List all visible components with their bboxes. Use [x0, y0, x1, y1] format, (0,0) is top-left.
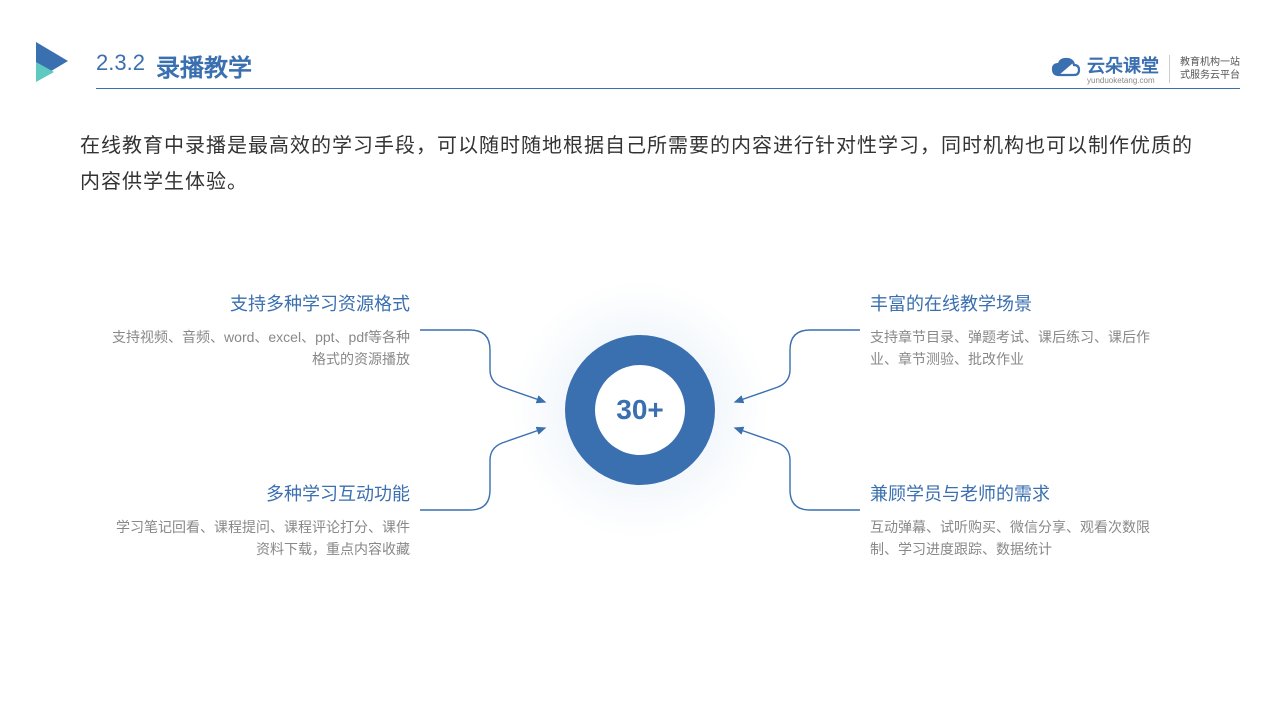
- section-title: 录播教学: [156, 48, 252, 83]
- header-underline: [96, 88, 1240, 89]
- slide-header: 2.3.2 录播教学 云朵课堂 yunduoketang.com 教育机构一站 …: [0, 30, 1280, 90]
- feature-desc: 支持章节目录、弹题考试、课后练习、课后作业、章节测验、批改作业: [870, 326, 1170, 371]
- center-inner: 30+: [595, 365, 685, 455]
- feature-top-right: 丰富的在线教学场景 支持章节目录、弹题考试、课后练习、课后作业、章节测验、批改作…: [870, 290, 1170, 371]
- logo-domain-text: yunduoketang.com: [1087, 76, 1159, 85]
- feature-desc: 互动弹幕、试听购买、微信分享、观看次数限制、学习进度跟踪、数据统计: [870, 516, 1170, 561]
- feature-title: 支持多种学习资源格式: [110, 290, 410, 316]
- tagline-line1: 教育机构一站: [1180, 56, 1240, 69]
- logo-brand-text: 云朵课堂: [1087, 52, 1159, 78]
- feature-bottom-left: 多种学习互动功能 学习笔记回看、课程提问、课程评论打分、课件资料下载，重点内容收…: [110, 480, 410, 561]
- intro-paragraph: 在线教育中录播是最高效的学习手段，可以随时随地根据自己所需要的内容进行针对性学习…: [80, 128, 1200, 200]
- feature-diagram: 30+ 支持多种学习资源格式 支持视频、音频、word、excel、ppt、pd…: [0, 260, 1280, 640]
- feature-desc: 支持视频、音频、word、excel、ppt、pdf等各种格式的资源播放: [110, 326, 410, 371]
- feature-bottom-right: 兼顾学员与老师的需求 互动弹幕、试听购买、微信分享、观看次数限制、学习进度跟踪、…: [870, 480, 1170, 561]
- tagline-line2: 式服务云平台: [1180, 69, 1240, 82]
- feature-title: 兼顾学员与老师的需求: [870, 480, 1170, 506]
- logo-tagline: 教育机构一站 式服务云平台: [1180, 56, 1240, 82]
- cloud-icon: [1051, 57, 1081, 81]
- section-number: 2.3.2: [96, 50, 145, 76]
- feature-title: 丰富的在线教学场景: [870, 290, 1170, 316]
- play-icon: [32, 40, 74, 87]
- logo-divider: [1169, 55, 1170, 83]
- center-label: 30+: [616, 394, 664, 426]
- feature-desc: 学习笔记回看、课程提问、课程评论打分、课件资料下载，重点内容收藏: [110, 516, 410, 561]
- brand-logo: 云朵课堂 yunduoketang.com 教育机构一站 式服务云平台: [1051, 52, 1240, 85]
- feature-top-left: 支持多种学习资源格式 支持视频、音频、word、excel、ppt、pdf等各种…: [110, 290, 410, 371]
- feature-title: 多种学习互动功能: [110, 480, 410, 506]
